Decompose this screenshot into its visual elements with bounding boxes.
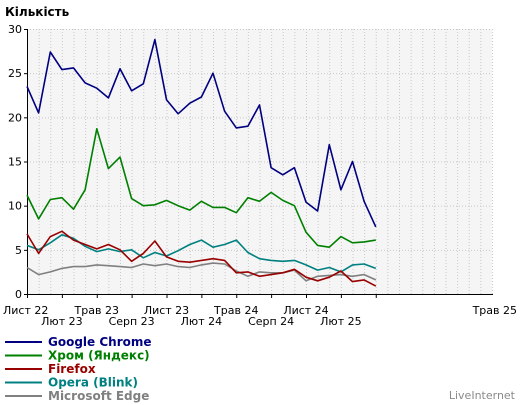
legend-label: Google Chrome [48,335,152,349]
x-tick-label: Трав 25 [472,304,517,317]
x-tick-label: Серп 24 [248,315,294,328]
y-tick-label: 20 [8,111,22,124]
y-tick-label: 30 [8,23,22,36]
x-tick-label: Трав 23 [74,304,119,317]
x-tick-label: Лист 23 [144,304,189,317]
x-tick-label: Лют 24 [181,315,222,328]
x-tick-label: Серп 23 [109,315,155,328]
y-tick-label: 5 [15,244,22,257]
brand-label: LiveInternet [449,389,516,402]
x-tick-label: Лист 22 [3,304,48,317]
y-tick-label: 0 [15,288,22,301]
legend-label: Microsoft Edge [48,389,149,403]
legend-label: Firefox [48,362,96,376]
y-tick-label: 25 [8,67,22,80]
series-line [26,234,377,273]
series-line [26,262,377,282]
x-tick-label: Трав 24 [213,304,258,317]
series-line [26,128,376,248]
series-line [26,38,377,228]
legend-label: Opera (Blink) [48,376,138,390]
x-tick-label: Лют 25 [320,315,361,328]
y-tick-label: 10 [8,200,22,213]
x-tick-label: Лют 23 [41,315,82,328]
x-tick-label: Лист 24 [283,304,328,317]
y-axis-label: Кількість [5,5,70,19]
legend-label: Хром (Яндекс) [48,349,150,363]
series-line [26,230,377,287]
y-tick-label: 15 [8,156,22,169]
